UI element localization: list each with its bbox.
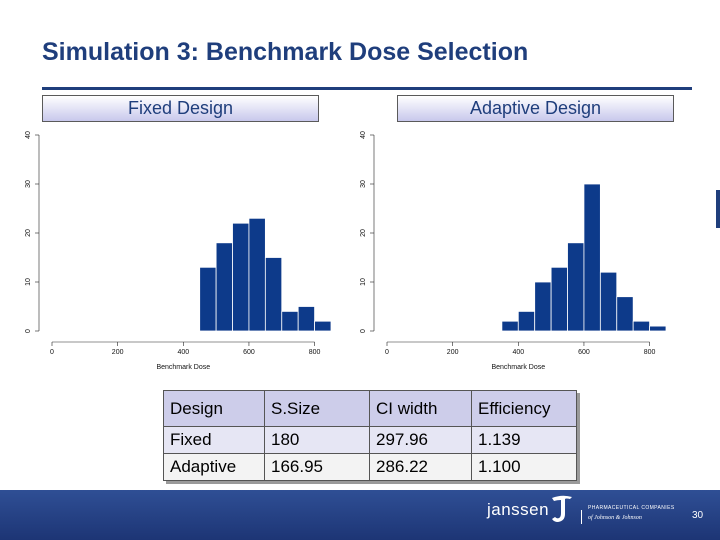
cell-efficiency: 1.100 (471, 453, 577, 481)
logo-separator (581, 510, 582, 524)
janssen-j-icon (552, 495, 572, 522)
edge-decoration (716, 190, 720, 228)
slide-title: Simulation 3: Benchmark Dose Selection (42, 38, 529, 66)
histogram-bar (517, 310, 536, 332)
cell-design: Adaptive (163, 453, 265, 481)
histogram-bar (281, 310, 299, 332)
y-tick-label: 30 (25, 180, 32, 188)
y-tick-label: 0 (360, 329, 367, 333)
janssen-logo-text: janssen (487, 500, 550, 519)
adaptive-design-label: Adaptive Design (397, 95, 674, 122)
x-axis-title: Benchmark Dose (156, 364, 210, 371)
x-tick-label: 600 (578, 349, 590, 356)
cell-sample-size: 166.95 (264, 453, 370, 481)
parent-company: of Johnson & Johnson (588, 515, 642, 521)
page-number: 30 (692, 510, 704, 521)
histogram-bar (248, 217, 266, 332)
x-axis-title: Benchmark Dose (491, 364, 545, 371)
cell-ci-width: 297.96 (369, 426, 472, 454)
x-tick-label: 800 (309, 349, 321, 356)
histogram-bar (501, 320, 519, 332)
histogram-bar (599, 271, 618, 332)
x-tick-label: 200 (447, 349, 459, 356)
header-ci-width: CI width (369, 390, 472, 427)
header-design: Design (163, 390, 265, 427)
histogram-bar (550, 266, 568, 332)
x-tick-label: 200 (112, 349, 124, 356)
title-underline (42, 87, 692, 90)
histogram-bar (314, 320, 332, 332)
x-tick-label: 0 (385, 349, 389, 356)
y-tick-label: 10 (25, 278, 32, 286)
y-tick-label: 20 (25, 229, 32, 237)
histogram-bar (567, 242, 585, 332)
table-row: Adaptive 166.95 286.22 1.100 (163, 453, 577, 481)
x-tick-label: 400 (512, 349, 524, 356)
y-tick-label: 40 (25, 131, 32, 139)
y-tick-label: 20 (360, 229, 367, 237)
y-tick-label: 10 (360, 278, 367, 286)
footer-bar (0, 490, 720, 540)
table-row: Fixed 180 297.96 1.139 (163, 426, 577, 454)
x-tick-label: 600 (243, 349, 255, 356)
histogram-bar (616, 296, 634, 332)
histogram-bar (534, 281, 552, 332)
cell-efficiency: 1.139 (471, 426, 577, 454)
cell-sample-size: 180 (264, 426, 370, 454)
histogram-bar (264, 257, 283, 332)
cell-design: Fixed (163, 426, 265, 454)
histogram-bar (649, 325, 667, 332)
pharma-tagline: PHARMACEUTICAL COMPANIES (588, 505, 675, 511)
y-tick-label: 30 (360, 180, 367, 188)
header-sample-size: S.Size (264, 390, 370, 427)
histogram-bar (583, 183, 601, 332)
histogram-bar (297, 306, 315, 332)
fixed-design-label: Fixed Design (42, 95, 319, 122)
table-header-row: Design S.Size CI width Efficiency (163, 390, 577, 427)
cell-ci-width: 286.22 (369, 453, 472, 481)
histogram-bar (632, 320, 650, 332)
histogram-bar (215, 242, 233, 332)
x-tick-label: 800 (644, 349, 656, 356)
header-efficiency: Efficiency (471, 390, 577, 427)
histogram-bar (199, 266, 217, 332)
x-tick-label: 400 (177, 349, 189, 356)
results-table: Design S.Size CI width Efficiency Fixed … (163, 390, 577, 481)
y-tick-label: 40 (360, 131, 367, 139)
histogram-bar (232, 222, 250, 332)
y-tick-label: 0 (25, 329, 32, 333)
x-tick-label: 0 (50, 349, 54, 356)
